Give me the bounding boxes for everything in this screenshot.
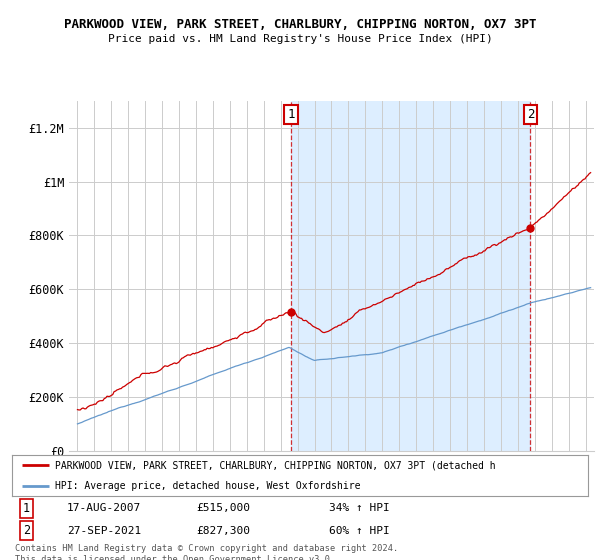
- Text: PARKWOOD VIEW, PARK STREET, CHARLBURY, CHIPPING NORTON, OX7 3PT: PARKWOOD VIEW, PARK STREET, CHARLBURY, C…: [64, 18, 536, 31]
- Bar: [292, 101, 530, 451]
- Text: 27-SEP-2021: 27-SEP-2021: [67, 525, 141, 535]
- Text: 1: 1: [23, 502, 30, 515]
- Text: 1: 1: [287, 108, 295, 121]
- Text: £515,000: £515,000: [196, 503, 250, 513]
- Text: 2: 2: [23, 524, 30, 537]
- Text: £827,300: £827,300: [196, 525, 250, 535]
- Text: PARKWOOD VIEW, PARK STREET, CHARLBURY, CHIPPING NORTON, OX7 3PT (detached h: PARKWOOD VIEW, PARK STREET, CHARLBURY, C…: [55, 460, 496, 470]
- Text: 17-AUG-2007: 17-AUG-2007: [67, 503, 141, 513]
- Text: HPI: Average price, detached house, West Oxfordshire: HPI: Average price, detached house, West…: [55, 480, 361, 491]
- Text: 2: 2: [527, 108, 534, 121]
- Text: Price paid vs. HM Land Registry's House Price Index (HPI): Price paid vs. HM Land Registry's House …: [107, 34, 493, 44]
- Text: 34% ↑ HPI: 34% ↑ HPI: [329, 503, 389, 513]
- Text: 60% ↑ HPI: 60% ↑ HPI: [329, 525, 389, 535]
- Text: Contains HM Land Registry data © Crown copyright and database right 2024.
This d: Contains HM Land Registry data © Crown c…: [15, 544, 398, 560]
